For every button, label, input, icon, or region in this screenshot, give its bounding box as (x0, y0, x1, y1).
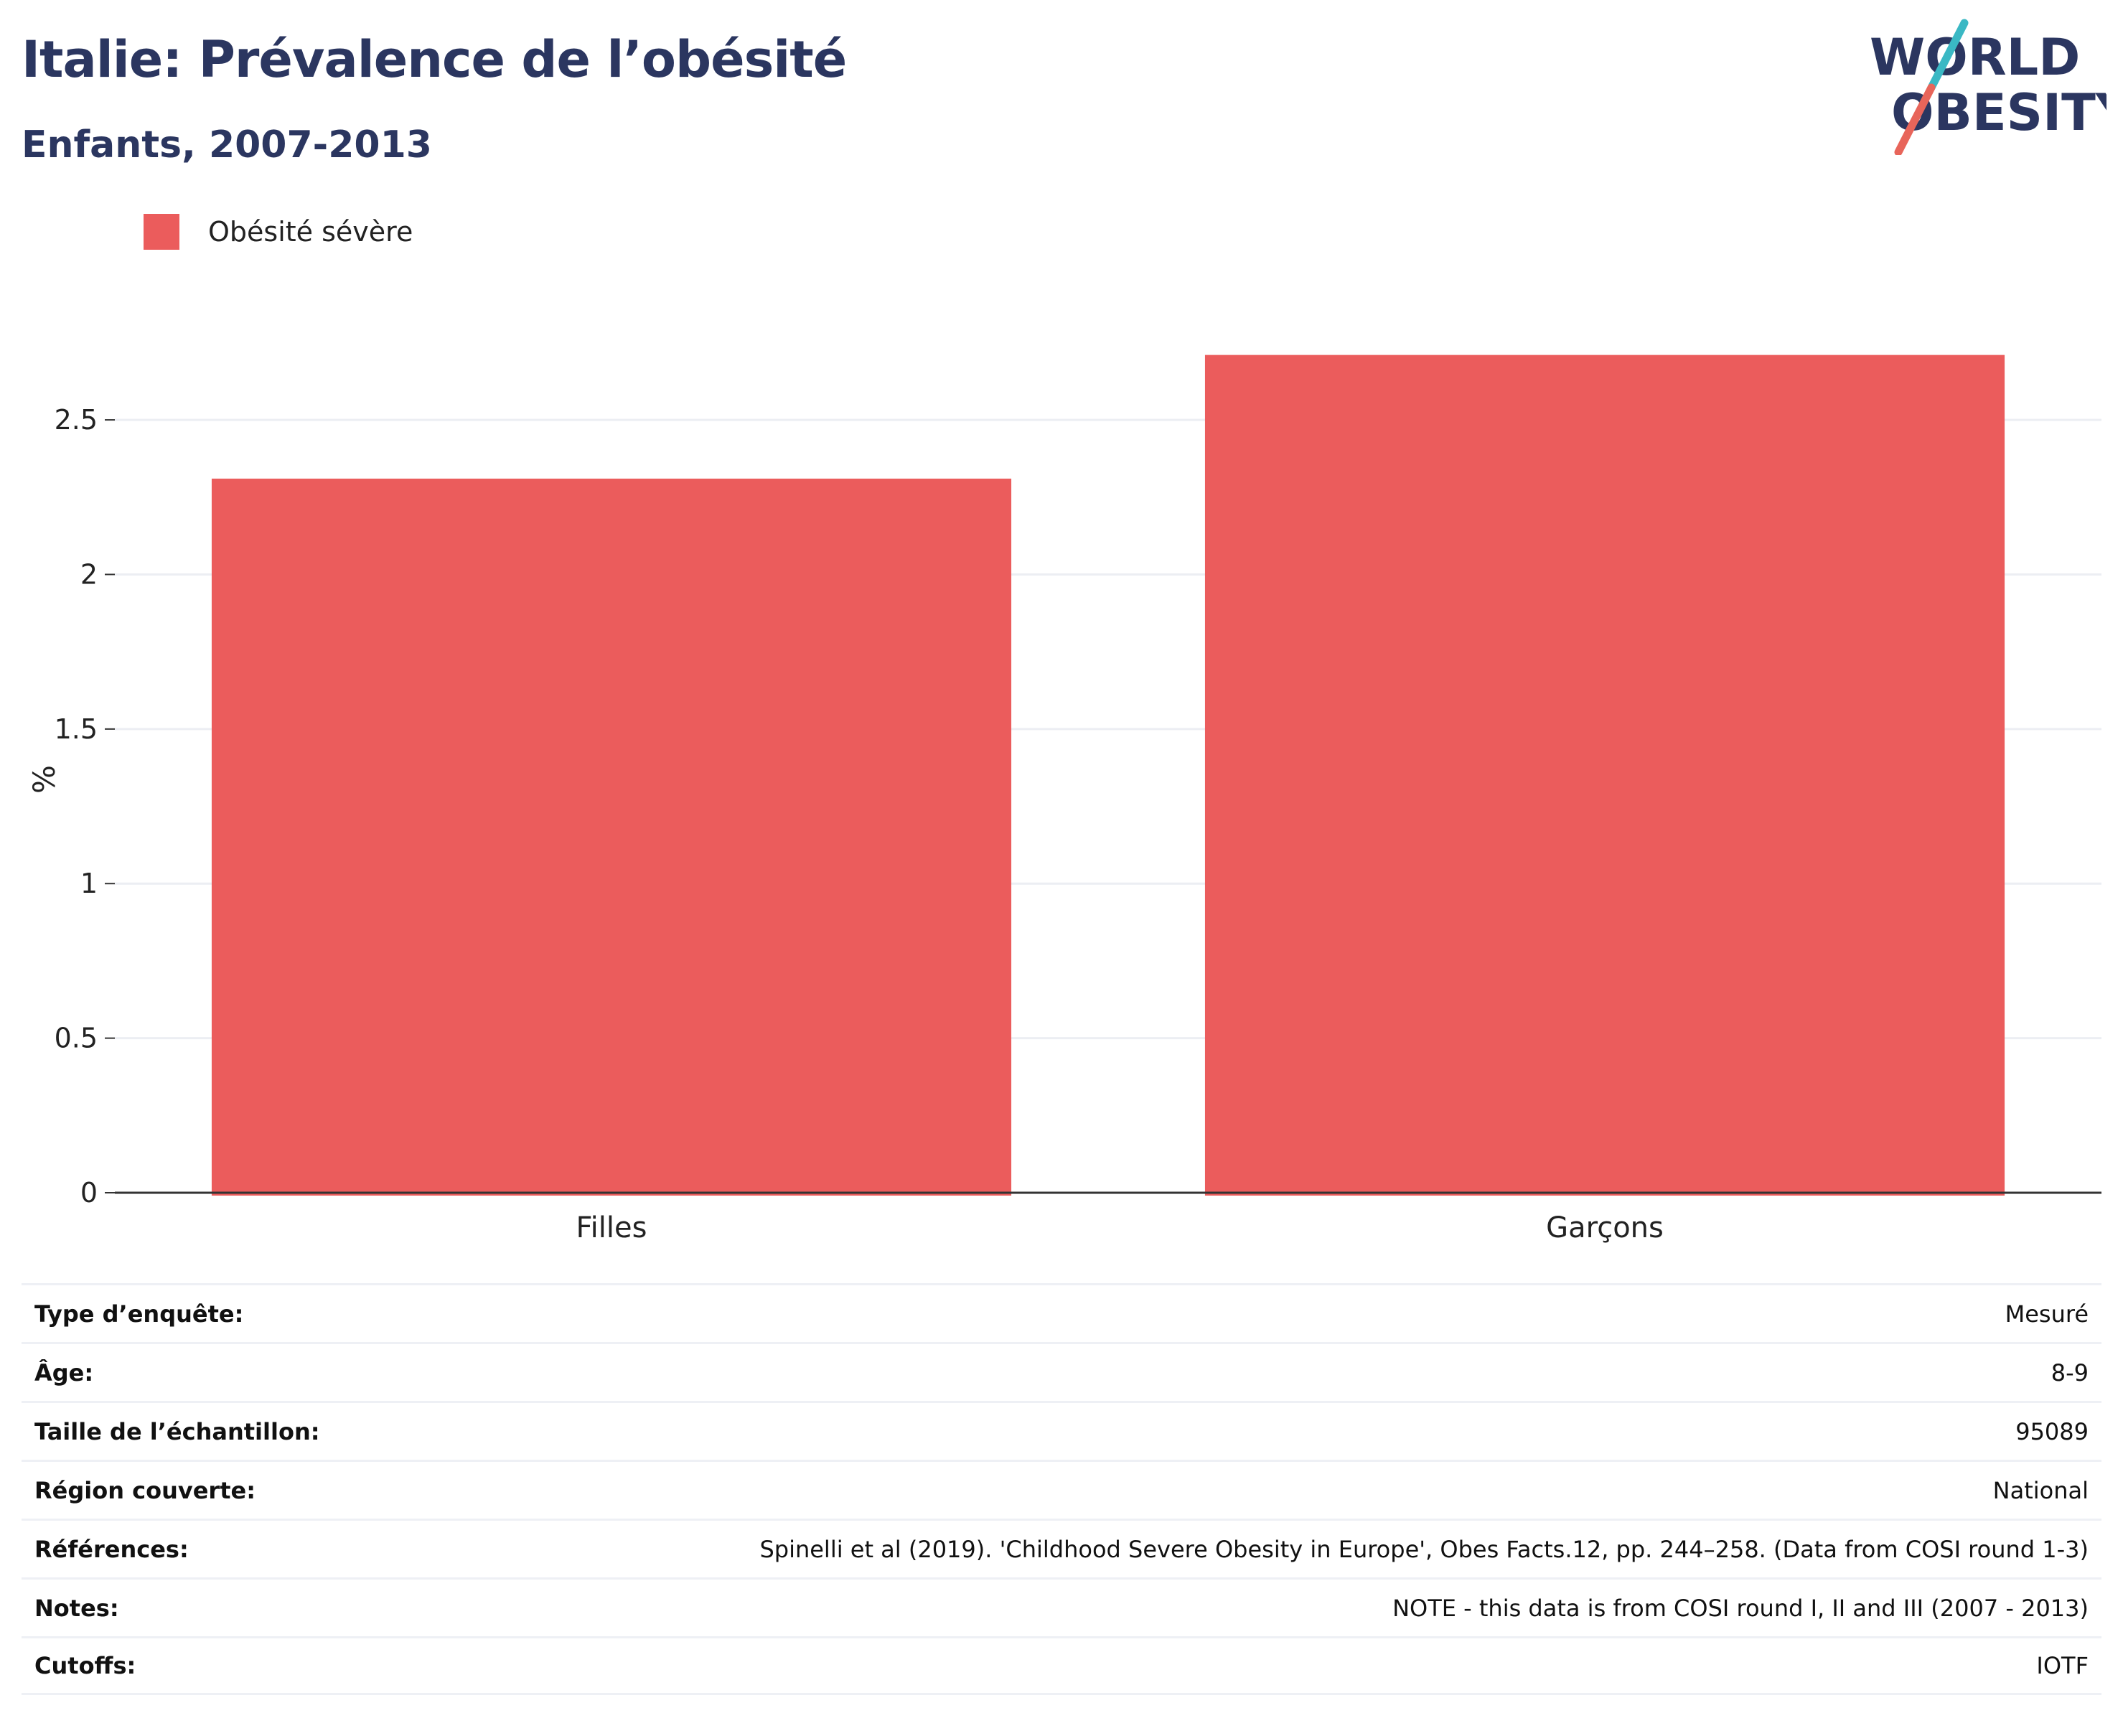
y-tick-label: 2 (80, 558, 98, 590)
info-row: Cutoffs: IOTF (22, 1636, 2101, 1695)
chart-legend: Obésité sévère (144, 214, 413, 250)
chart-title: Italie: Prévalence de l’obésité (22, 30, 847, 89)
info-row: Âge: 8-9 (22, 1342, 2101, 1401)
info-label: Taille de l’échantillon: (34, 1417, 320, 1445)
y-axis-label: % (27, 765, 62, 794)
logo-slash-bottom (1894, 83, 1936, 155)
y-tick-label: 2.5 (55, 404, 98, 436)
y-tick-label: 1.5 (55, 713, 98, 745)
info-value: Spinelli et al (2019). 'Childhood Severe… (759, 1535, 2089, 1563)
info-value: 95089 (2015, 1417, 2089, 1445)
y-tick-label: 1 (80, 868, 98, 899)
info-label: Âge: (34, 1359, 94, 1387)
chart-subtitle: Enfants, 2007-2013 (22, 123, 432, 166)
bar-chart: 0 0.5 1 1.5 2 2.5% Filles Garçons (27, 355, 2101, 1244)
legend-swatch (144, 214, 179, 250)
info-label: Cutoffs: (34, 1652, 136, 1679)
info-value: Mesuré (2005, 1300, 2089, 1328)
x-tick-label: Garçons (1546, 1211, 1664, 1244)
survey-info-table: Type d’enquête: Mesuré Âge: 8-9 Taille de l’… (22, 1283, 2101, 1695)
y-tick-label: 0 (80, 1177, 98, 1209)
info-row: Notes: NOTE - this data is from COSI roun… (22, 1577, 2101, 1636)
info-label: Notes: (34, 1594, 119, 1622)
info-row: Type d’enquête: Mesuré (22, 1283, 2101, 1342)
logo-text-world: WORLD (1870, 28, 2080, 87)
info-value: 8-9 (2051, 1359, 2089, 1387)
bar-gar-ons (1204, 355, 2005, 1196)
info-value: IOTF (2036, 1652, 2089, 1679)
y-tick-label: 0.5 (55, 1023, 98, 1054)
info-row: Région couverte: National (22, 1460, 2101, 1519)
info-value: NOTE - this data is from COSI round I, I… (1392, 1594, 2089, 1622)
legend-label: Obésité sévère (208, 216, 413, 248)
x-tick-label: Filles (576, 1211, 647, 1244)
info-value: National (1992, 1476, 2089, 1504)
world-obesity-logo: WORLD OBESITY (1870, 19, 2106, 155)
info-label: Région couverte: (34, 1476, 256, 1504)
info-row: Références: Spinelli et al (2019). 'Child… (22, 1519, 2101, 1577)
info-row: Taille de l’échantillon: 95089 (22, 1401, 2101, 1460)
info-label: Type d’enquête: (34, 1300, 244, 1328)
logo-slash-top (1927, 19, 1969, 92)
bar-filles (211, 478, 1012, 1196)
info-label: Références: (34, 1535, 189, 1563)
